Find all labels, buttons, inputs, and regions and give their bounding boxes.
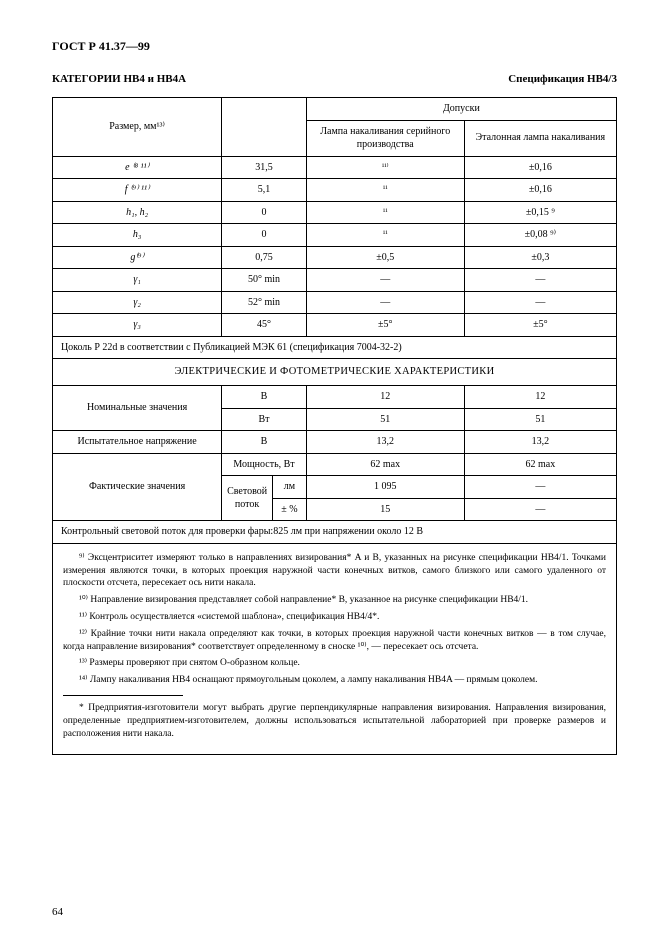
head-serial: Лампа накаливания серийного производства [306, 120, 464, 156]
table-row: e ⁽⁸ ¹¹⁾ 31,5 ¹¹⁾ ±0,16 [53, 156, 617, 179]
param-standard: ±0,3 [464, 246, 616, 269]
nominal-label: Номинальные значения [53, 386, 222, 431]
param-serial: — [306, 269, 464, 292]
val-b: — [464, 476, 616, 499]
elec-row: Номинальные значения В 12 12 [53, 386, 617, 409]
category-label: КАТЕГОРИИ HB4 и HB4A [52, 72, 186, 87]
val-a: 1 095 [306, 476, 464, 499]
param-serial: ±5° [306, 314, 464, 337]
param-val: 45° [222, 314, 307, 337]
param-val: 52° min [222, 291, 307, 314]
footnote: ¹⁰⁾ Направление визирования представляет… [63, 594, 606, 607]
unit: Вт [222, 408, 307, 431]
page-number: 64 [52, 905, 63, 920]
head-tolerances: Допуски [306, 98, 616, 121]
table-row: γ₁ 50° min — — [53, 269, 617, 292]
param-standard: — [464, 269, 616, 292]
head-blank [222, 98, 307, 157]
footnote-separator [63, 695, 183, 696]
param-serial: — [306, 291, 464, 314]
elec-row: Фактические значения Мощность, Вт 62 max… [53, 454, 617, 476]
param-standard: ±5° [464, 314, 616, 337]
param-serial: ¹¹ [306, 224, 464, 247]
val-a: 51 [306, 408, 464, 431]
param-serial: ¹¹ [306, 201, 464, 224]
table-row: γ₃ 45° ±5° ±5° [53, 314, 617, 337]
param-label: h₁, h₂ [53, 201, 222, 224]
param-label: γ₁ [53, 269, 222, 292]
table-head-row: Размер, мм¹³⁾ Допуски [53, 98, 617, 121]
elec-row: Испытательное напряжение В 13,2 13,2 [53, 431, 617, 454]
unit: В [222, 431, 307, 454]
param-label: e ⁽⁸ ¹¹⁾ [53, 156, 222, 179]
table-row: f ⁽⁹⁾ ¹¹⁾ 5,1 ¹¹ ±0,16 [53, 179, 617, 202]
cap-note: Цоколь Р 22d в соответствии с Публикацие… [53, 336, 617, 359]
gost-header: ГОСТ Р 41.37—99 [52, 38, 617, 54]
table-row: g⁽⁹⁾ 0,75 ±0,5 ±0,3 [53, 246, 617, 269]
param-serial: ¹¹⁾ [306, 156, 464, 179]
val-b: 62 max [464, 454, 616, 476]
param-val: 5,1 [222, 179, 307, 202]
footnote: ¹²⁾ Крайние точки нити накала определяют… [63, 628, 606, 654]
page: ГОСТ Р 41.37—99 КАТЕГОРИИ HB4 и HB4A Спе… [0, 0, 661, 936]
test-voltage-label: Испытательное напряжение [53, 431, 222, 454]
unit: ± % [272, 498, 306, 521]
footnote: ⁹⁾ Эксцентриситет измеряют только в напр… [63, 552, 606, 590]
control-note: Контрольный световой поток для проверки … [53, 521, 617, 544]
param-standard: ±0,15 ⁹ [464, 201, 616, 224]
param-standard: ±0,08 ⁹⁾ [464, 224, 616, 247]
param-label: γ₂ [53, 291, 222, 314]
param-standard: ±0,16 [464, 179, 616, 202]
param-standard: — [464, 291, 616, 314]
power-unit: Мощность, Вт [222, 454, 307, 476]
footnote: ¹⁴⁾ Лампу накаливания HB4 оснащают прямо… [63, 674, 606, 687]
footnotes-block: ⁹⁾ Эксцентриситет измеряют только в напр… [52, 544, 617, 756]
val-b: — [464, 498, 616, 521]
table-row: h₃ 0 ¹¹ ±0,08 ⁹⁾ [53, 224, 617, 247]
val-a: 15 [306, 498, 464, 521]
footnote: ¹³⁾ Размеры проверяют при снятом О-образ… [63, 657, 606, 670]
lum-label: Световой поток [222, 476, 273, 521]
val-b: 12 [464, 386, 616, 409]
subheader: ЭЛЕКТРИЧЕСКИЕ И ФОТОМЕТРИЧЕСКИЕ ХАРАКТЕР… [53, 359, 617, 386]
spec-label: Спецификация HB4/3 [508, 72, 617, 87]
val-b: 13,2 [464, 431, 616, 454]
footnote-star: * Предприятия-изготовители могут выбрать… [63, 702, 606, 740]
param-label: f ⁽⁹⁾ ¹¹⁾ [53, 179, 222, 202]
table-row: γ₂ 52° min — — [53, 291, 617, 314]
param-serial: ¹¹ [306, 179, 464, 202]
param-val: 0 [222, 201, 307, 224]
category-row: КАТЕГОРИИ HB4 и HB4A Спецификация HB4/3 [52, 72, 617, 87]
cap-note-row: Цоколь Р 22d в соответствии с Публикацие… [53, 336, 617, 359]
footnote: ¹¹⁾ Контроль осуществляется «системой ша… [63, 611, 606, 624]
param-standard: ±0,16 [464, 156, 616, 179]
unit: лм [272, 476, 306, 499]
spec-table: Размер, мм¹³⁾ Допуски Лампа накаливания … [52, 97, 617, 454]
val-b: 51 [464, 408, 616, 431]
actual-label: Фактические значения [53, 454, 222, 521]
unit: В [222, 386, 307, 409]
subheader-row: ЭЛЕКТРИЧЕСКИЕ И ФОТОМЕТРИЧЕСКИЕ ХАРАКТЕР… [53, 359, 617, 386]
param-val: 0,75 [222, 246, 307, 269]
control-note-row: Контрольный световой поток для проверки … [53, 521, 617, 544]
param-val: 50° min [222, 269, 307, 292]
param-val: 31,5 [222, 156, 307, 179]
actual-values-table: Фактические значения Мощность, Вт 62 max… [52, 454, 617, 544]
val-a: 13,2 [306, 431, 464, 454]
param-val: 0 [222, 224, 307, 247]
param-label: γ₃ [53, 314, 222, 337]
val-a: 62 max [306, 454, 464, 476]
head-standard: Эталонная лампа накаливания [464, 120, 616, 156]
param-serial: ±0,5 [306, 246, 464, 269]
val-a: 12 [306, 386, 464, 409]
table-row: h₁, h₂ 0 ¹¹ ±0,15 ⁹ [53, 201, 617, 224]
param-label: h₃ [53, 224, 222, 247]
param-label: g⁽⁹⁾ [53, 246, 222, 269]
head-size: Размер, мм¹³⁾ [53, 98, 222, 157]
